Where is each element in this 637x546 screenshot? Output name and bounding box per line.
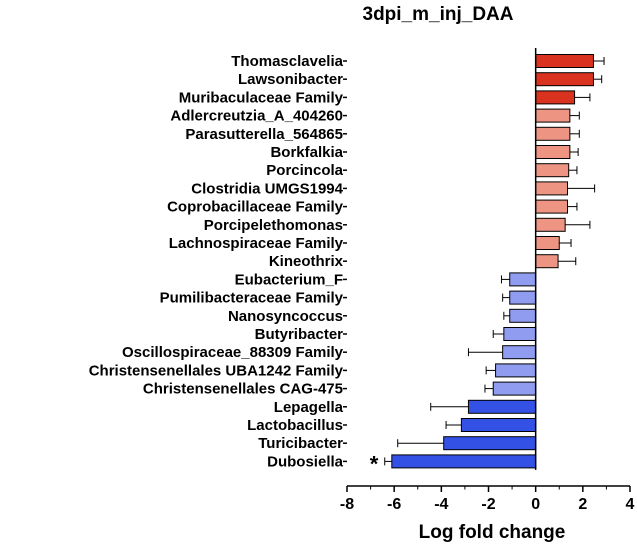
error-bar-10 bbox=[559, 239, 572, 247]
category-label: Borkfalkia bbox=[270, 144, 343, 161]
x-tick-label: -8 bbox=[340, 496, 354, 513]
category-label: Dubosiella bbox=[267, 453, 344, 470]
bar-17 bbox=[495, 363, 537, 378]
x-tick-label: 0 bbox=[531, 496, 540, 513]
category-label: Porcincola bbox=[266, 162, 343, 179]
category-label: Adlercreutzia_A_404260 bbox=[170, 108, 343, 125]
x-axis-label: Log fold change bbox=[419, 522, 566, 543]
bar-18 bbox=[492, 381, 537, 396]
error-bar-0 bbox=[593, 57, 605, 65]
category-label: Coprobacillaceae Family bbox=[167, 199, 344, 216]
category-labels: ThomasclaveliaLawsonibacterMuribaculacea… bbox=[89, 53, 344, 470]
bar-11 bbox=[535, 254, 559, 269]
error-bar-7 bbox=[567, 184, 596, 193]
bar-1 bbox=[535, 72, 594, 87]
error-bar-16 bbox=[467, 348, 503, 357]
x-tick-label: -4 bbox=[434, 496, 448, 513]
category-label: Nanosyncoccus bbox=[228, 308, 343, 325]
x-tick-label: -2 bbox=[481, 496, 495, 513]
error-bar-2 bbox=[574, 93, 591, 102]
error-bar-3 bbox=[569, 111, 580, 120]
bar-15 bbox=[503, 327, 537, 341]
error-bar-13 bbox=[502, 293, 510, 302]
error-bar-21 bbox=[397, 439, 444, 448]
category-label: Clostridia UMGS1994 bbox=[191, 180, 343, 197]
error-bar-9 bbox=[565, 220, 591, 229]
bar-0 bbox=[535, 54, 594, 68]
x-tick-label: 2 bbox=[578, 496, 587, 513]
bar-21 bbox=[443, 436, 537, 451]
error-bar-14 bbox=[503, 311, 510, 320]
category-label: Eubacterium_F bbox=[235, 271, 343, 288]
bar-19 bbox=[467, 399, 537, 414]
category-label: Christensenellales UBA1242 Family bbox=[89, 362, 344, 379]
error-bar-1 bbox=[593, 75, 603, 84]
error-bar-6 bbox=[568, 166, 578, 175]
category-label: Lactobacillus bbox=[247, 417, 343, 434]
x-tick-label: -6 bbox=[387, 496, 401, 513]
bar-22 bbox=[391, 454, 537, 469]
bar-2 bbox=[535, 90, 576, 105]
bar-6 bbox=[535, 163, 570, 178]
error-bar-8 bbox=[567, 202, 578, 211]
significance-annotation: * bbox=[370, 451, 379, 476]
bar-13 bbox=[509, 290, 537, 305]
x-axis: -8 -6 -4 -2 0 2 4 bbox=[340, 48, 635, 513]
category-label: Lachnospiraceae Family bbox=[169, 235, 344, 252]
category-label: Lepagella bbox=[274, 399, 344, 416]
bar-5 bbox=[535, 145, 571, 159]
chart-title: 3dpi_m_inj_DAA bbox=[363, 4, 514, 25]
category-label: Kineothrix bbox=[269, 253, 344, 270]
error-bar-5 bbox=[569, 148, 579, 156]
error-bar-17 bbox=[485, 366, 496, 375]
category-label: Muribaculaceae Family bbox=[179, 89, 344, 106]
category-label: Turicibacter bbox=[258, 435, 343, 452]
bar-16 bbox=[502, 345, 537, 360]
error-bar-15 bbox=[492, 330, 504, 338]
category-label: Oscillospiraceae_88309 Family bbox=[122, 344, 344, 361]
bar-10 bbox=[535, 236, 560, 250]
bar-14 bbox=[509, 308, 537, 323]
error-bar-12 bbox=[500, 275, 510, 284]
category-label: Christensenellales CAG-475 bbox=[143, 381, 343, 398]
error-bar-20 bbox=[445, 421, 462, 429]
error-bar-18 bbox=[484, 384, 494, 393]
category-label: Parasutterella_564865 bbox=[185, 126, 343, 143]
error-bar-4 bbox=[569, 129, 580, 138]
bar-8 bbox=[535, 199, 569, 214]
category-label: Pumilibacteraceae Family bbox=[160, 290, 344, 307]
bar-20 bbox=[460, 418, 537, 432]
error-bar-22 bbox=[384, 457, 392, 466]
bar-12 bbox=[509, 272, 537, 287]
error-bar-19 bbox=[430, 402, 469, 411]
category-label: Butyribacter bbox=[255, 326, 344, 343]
bar-7 bbox=[535, 181, 569, 196]
category-label: Lawsonibacter bbox=[238, 71, 343, 88]
error-bar-11 bbox=[558, 257, 577, 266]
bar-4 bbox=[535, 126, 571, 141]
bar-3 bbox=[535, 108, 571, 123]
bars-group: * bbox=[370, 54, 605, 476]
x-tick-label: 4 bbox=[626, 496, 635, 513]
category-label: Thomasclavelia bbox=[231, 53, 343, 70]
category-label: Porcipelethomonas bbox=[204, 217, 343, 234]
bar-9 bbox=[535, 217, 566, 232]
